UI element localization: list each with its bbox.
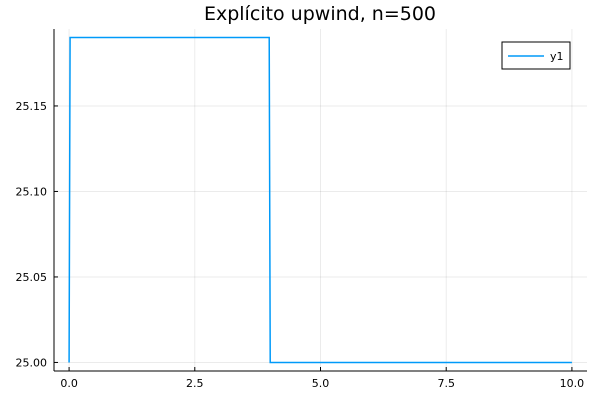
x-tick-label: 10.0 [560,377,585,390]
y-tick-label: 25.15 [16,100,48,113]
x-tick-label: 7.5 [437,377,455,390]
series-line-y1 [68,36,572,364]
y-tick-label: 25.10 [16,185,48,198]
chart-title: Explícito upwind, n=500 [204,3,436,25]
y-tick-label: 25.00 [16,356,48,369]
series [68,36,572,364]
grid [54,29,587,371]
legend-label-y1: y1 [550,50,564,63]
x-tick-label: 5.0 [312,377,330,390]
x-tick-label: 2.5 [186,377,204,390]
ticks: 0.0 2.5 5.0 7.5 10.0 25.00 25.05 25.10 25.15 [16,100,585,390]
x-tick-label: 0.0 [60,377,78,390]
y-tick-label: 25.05 [16,271,48,284]
legend: y1 [501,41,571,70]
